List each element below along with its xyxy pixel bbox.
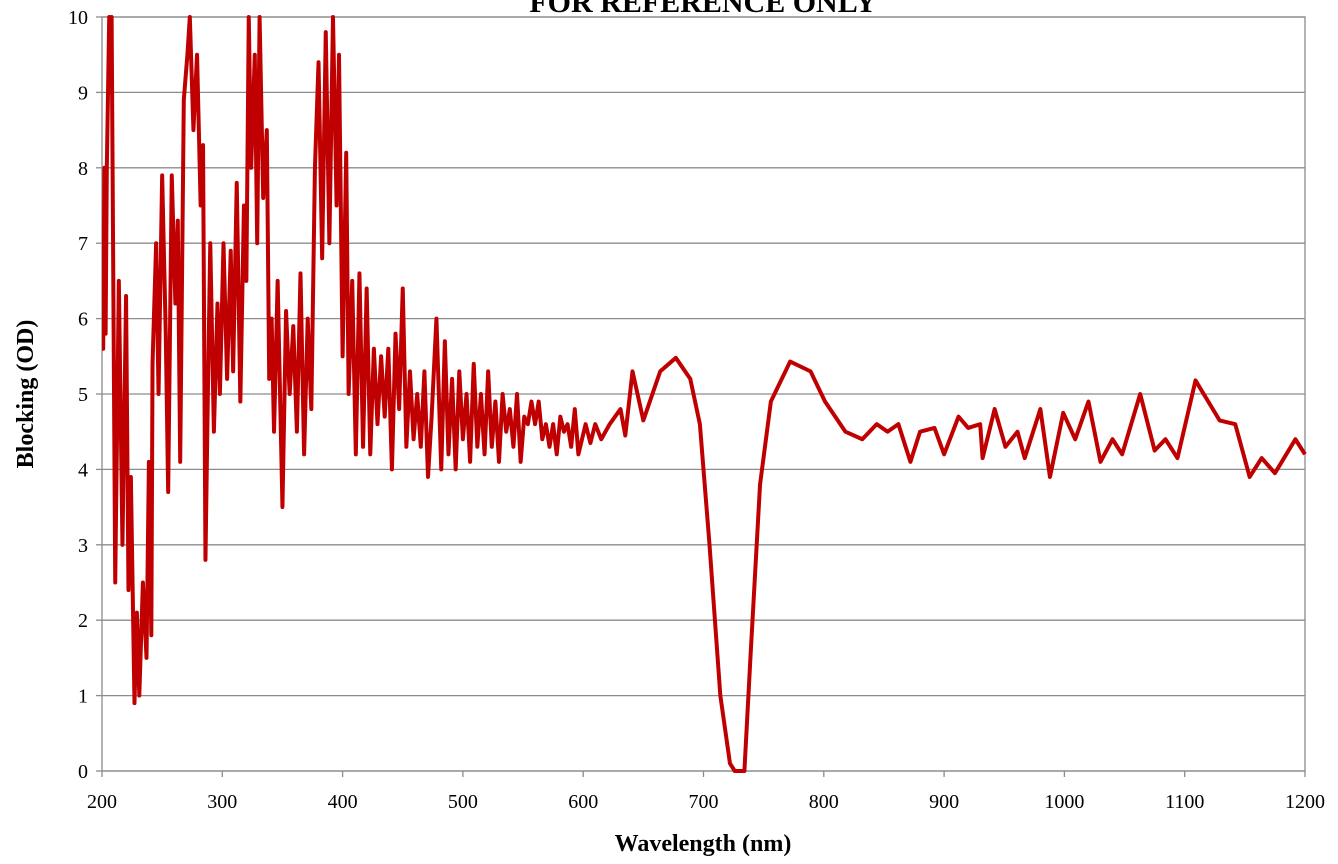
y-tick-label: 3 [78,535,88,557]
y-tick-label: 7 [78,233,88,255]
y-tick-label: 10 [68,7,88,29]
y-tick-label: 6 [78,309,88,331]
y-axis-title: Blocking (OD) [13,320,39,469]
y-tick-label: 4 [78,459,88,481]
x-tick-label: 1100 [1165,791,1204,813]
y-tick-label: 1 [78,686,88,708]
y-tick-label: 2 [78,610,88,632]
x-tick-label: 500 [448,791,478,813]
x-tick-label: 800 [809,791,839,813]
x-tick-label: 600 [568,791,598,813]
x-tick-label: 700 [689,791,719,813]
x-tick-label: 1000 [1044,791,1084,813]
x-tick-label: 200 [87,791,117,813]
x-tick-label: 300 [207,791,237,813]
y-tick-label: 5 [78,384,88,406]
x-axis-title: Wavelength (nm) [615,831,792,857]
y-tick-label: 9 [78,82,88,104]
x-tick-label: 900 [929,791,959,813]
plot-border [101,16,1306,772]
y-tick-label: 0 [78,761,88,783]
x-tick-label: 400 [328,791,358,813]
y-tick-label: 8 [78,158,88,180]
x-tick-label: 1200 [1285,791,1325,813]
chart-title: FOR REFERENCE ONLY [529,0,877,19]
data-line [102,15,1307,773]
